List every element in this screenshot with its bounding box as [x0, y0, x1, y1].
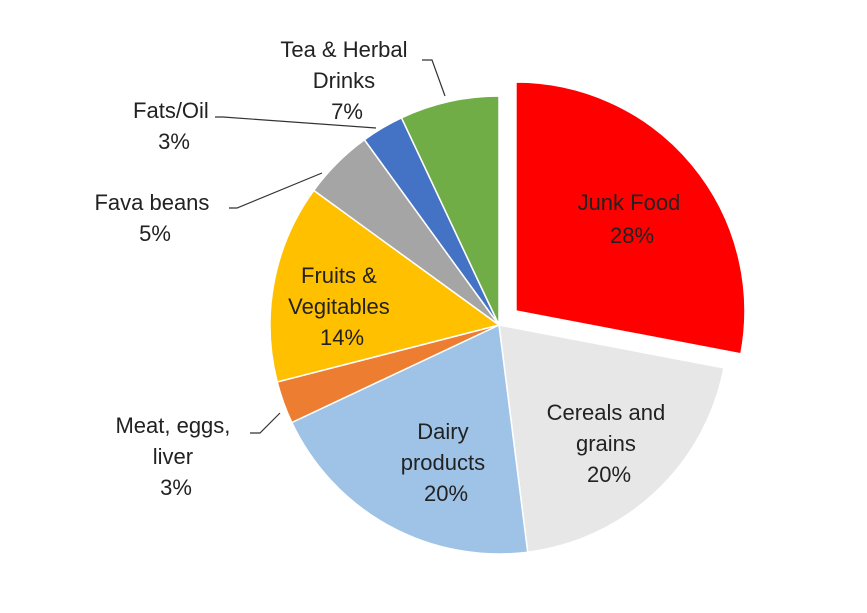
pie-slice-junk-food: [515, 81, 746, 355]
label-tea-line-3: 7%: [331, 99, 363, 124]
pie-slices: [269, 81, 746, 555]
label-cereals-line-1: Cereals and: [547, 400, 666, 425]
label-junk-food: Junk Food 28%: [578, 190, 687, 248]
leader-lines: [215, 59, 446, 434]
label-tea-line-2: Drinks: [313, 68, 375, 93]
label-junk-food-line-1: Junk Food: [578, 190, 681, 215]
label-meat-eggs-liver: Meat, eggs, liver 3%: [115, 413, 236, 500]
label-tea-line-1: Tea & Herbal: [280, 37, 407, 62]
slice-labels: Junk Food 28% Cereals and grains 20% Dai…: [94, 37, 687, 506]
leader-line-meat: [250, 412, 281, 434]
pie-slice-cereals-and-grains: [498, 324, 725, 554]
label-fats-oil: Fats/Oil 3%: [133, 98, 215, 154]
pie-slice-fruits-vegitables: [269, 189, 501, 383]
label-fava-line-2: 5%: [139, 221, 171, 246]
label-fats-line-1: Fats/Oil: [133, 98, 209, 123]
label-meat-line-1: Meat, eggs,: [115, 413, 230, 438]
label-dairy-line-2: products: [401, 450, 485, 475]
label-dairy-line-1: Dairy: [417, 419, 468, 444]
label-fruits-line-3: 14%: [320, 325, 364, 350]
label-fruits-line-2: Vegitables: [288, 294, 390, 319]
label-cereals-line-2: grains: [576, 431, 636, 456]
leader-line-fava: [229, 172, 323, 209]
leader-line-tea: [422, 59, 446, 97]
pie-slice-tea-herbal-drinks: [400, 95, 500, 326]
pie-slice-dairy-products: [290, 323, 529, 555]
label-cereals-grains: Cereals and grains 20%: [547, 400, 672, 487]
label-fava-beans: Fava beans 5%: [94, 190, 215, 246]
label-cereals-line-3: 20%: [587, 462, 631, 487]
label-dairy-products: Dairy products 20%: [401, 419, 492, 506]
label-meat-line-3: 3%: [160, 475, 192, 500]
label-meat-line-2: liver: [153, 444, 193, 469]
leader-line-fats: [215, 116, 377, 129]
label-fats-line-2: 3%: [158, 129, 190, 154]
label-dairy-line-3: 20%: [424, 481, 468, 506]
label-fruits-vegitables: Fruits & Vegitables 14%: [288, 263, 396, 350]
label-fava-line-1: Fava beans: [94, 190, 209, 215]
label-fruits-line-1: Fruits &: [301, 263, 377, 288]
label-junk-food-line-2: 28%: [610, 223, 654, 248]
label-tea-herbal-drinks: Tea & Herbal Drinks 7%: [280, 37, 413, 124]
